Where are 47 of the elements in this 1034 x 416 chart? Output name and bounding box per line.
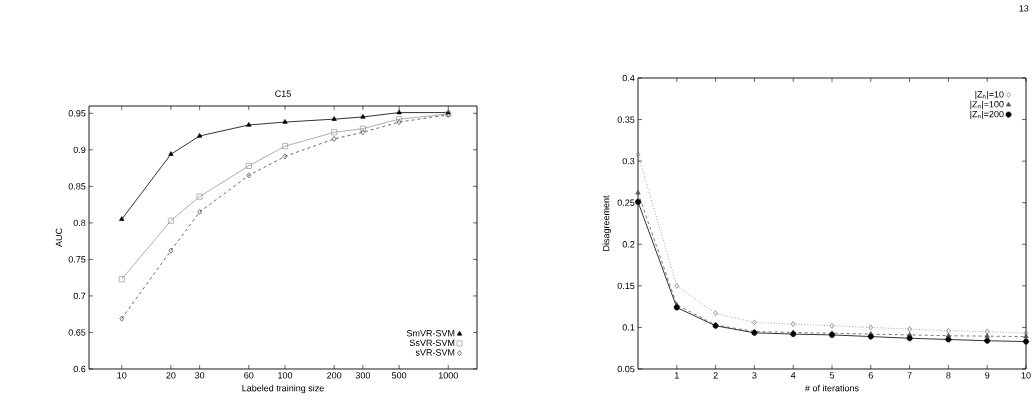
legend-label: SsVR-SVM (409, 339, 455, 347)
y-tick-label: 0.15 (617, 282, 635, 290)
x-tick-label: 500 (391, 372, 407, 379)
x-tick-label: 200 (327, 372, 342, 379)
y-tick-label: 0.35 (617, 116, 635, 123)
y-tick-label: 0.05 (617, 365, 635, 373)
x-tick-label: 10 (117, 372, 127, 379)
x-tick-label: 9 (985, 372, 990, 379)
y-tick-label: 0.85 (68, 183, 86, 190)
legend-label: SmVR-SVM (406, 330, 455, 337)
x-tick-label: 4 (790, 372, 796, 379)
y-tick-label: 0.4 (622, 74, 635, 82)
x-tick-label: 2 (713, 372, 718, 379)
y-tick-label: 0.7 (73, 292, 86, 300)
x-tick-label: 300 (355, 372, 371, 379)
y-tick-label: 0.6 (73, 365, 86, 373)
x-tick-label: 1000 (438, 372, 458, 379)
x-axis-title: Labeled training size (242, 384, 324, 394)
chart-title: C15 (275, 90, 291, 97)
x-tick-label: 3 (752, 372, 757, 379)
legend-label: sVR-SVM (415, 349, 455, 356)
y-axis-title: Disagreement (602, 195, 612, 251)
y-tick-label: 0.2 (622, 241, 635, 248)
x-tick-label: 20 (166, 372, 176, 379)
y-tick-label: 0.9 (73, 146, 86, 154)
legend-label: |Z$_{n}$|=10 (975, 90, 1004, 100)
y-tick-label: 0.25 (617, 199, 635, 206)
x-tick-label: 6 (868, 372, 873, 379)
x-tick-label: 60 (244, 372, 254, 379)
x-tick-label: 7 (907, 372, 912, 379)
text: 13 (1019, 5, 1029, 12)
y-tick-label: 0.75 (68, 256, 86, 263)
x-tick-label: 10 (1021, 372, 1031, 379)
legend-label: |Z$_{n}$|=100 (970, 100, 1004, 110)
x-tick-label: 30 (194, 372, 205, 379)
y-tick-label: 0.1 (622, 324, 635, 331)
x-tick-label: 8 (946, 372, 951, 379)
legend-label: |Z$_{n}$|=200 (970, 110, 1004, 120)
y-axis-title: AUC (55, 228, 63, 247)
x-tick-label: 100 (278, 372, 293, 379)
x-axis-title: # of iterations (805, 384, 859, 392)
y-tick-label: 0.8 (73, 219, 86, 227)
y-tick-label: 0.3 (622, 157, 635, 165)
x-tick-label: 1 (674, 372, 679, 379)
x-tick-label: 5 (829, 372, 835, 379)
y-tick-label: 0.65 (68, 329, 86, 336)
y-tick-label: 0.95 (68, 110, 86, 117)
